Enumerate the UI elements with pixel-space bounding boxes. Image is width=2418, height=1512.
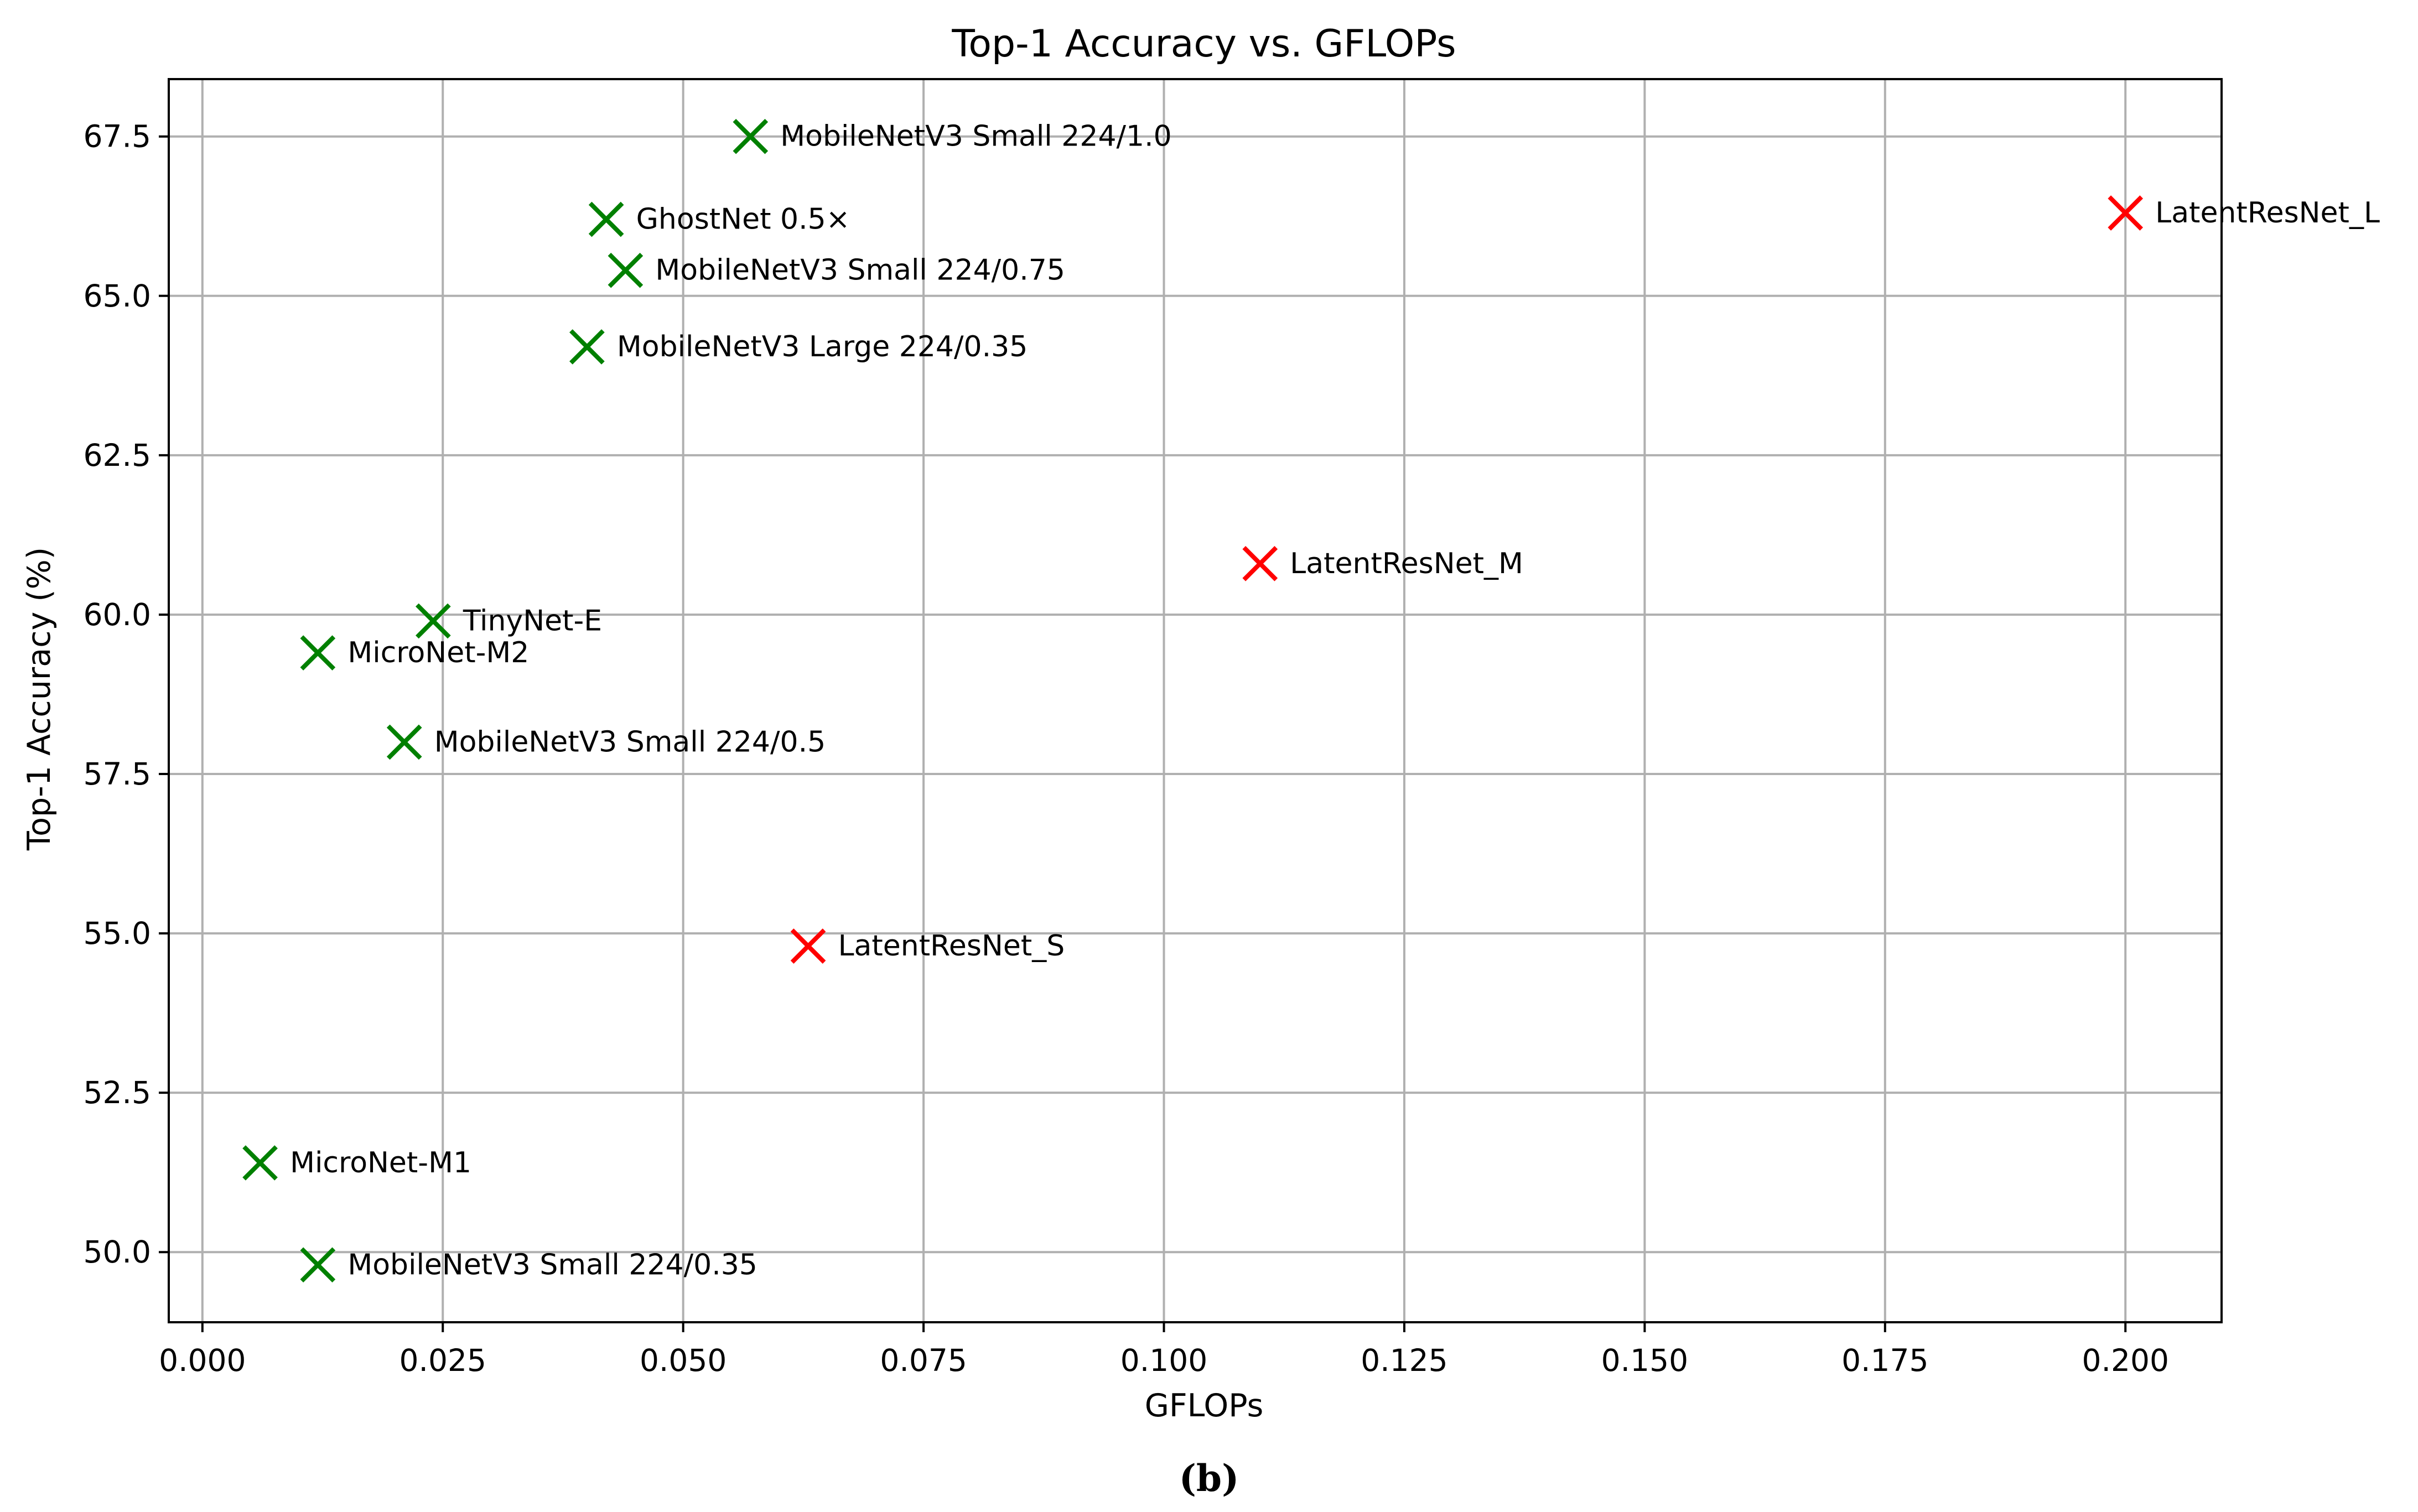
x-tick-label: 0.075: [880, 1343, 967, 1378]
data-point-label: TinyNet-E: [463, 604, 602, 637]
x-tick-label: 0.100: [1120, 1343, 1207, 1378]
data-point-label: MobileNetV3 Small 224/1.0: [780, 120, 1171, 153]
x-tick-label: 0.000: [159, 1343, 246, 1378]
data-point-marker: [300, 635, 336, 671]
y-tick-label: 60.0: [84, 597, 151, 632]
data-point-label: MobileNetV3 Large 224/0.35: [617, 330, 1028, 363]
x-axis-ticks: 0.000 0.025 0.050 0.075 0.100 0.125 0.150 0.175…: [159, 1322, 2169, 1378]
data-point-marker: [416, 603, 451, 639]
data-point-label: MobileNetV3 Small 224/0.75: [655, 254, 1065, 287]
x-tick-label: 0.150: [1601, 1343, 1688, 1378]
x-tick-label: 0.200: [2082, 1343, 2168, 1378]
x-tick-label: 0.175: [1841, 1343, 1928, 1378]
data-point-marker: [300, 1247, 336, 1283]
y-tick-label: 57.5: [84, 756, 151, 792]
x-axis-label: GFLOPs: [1145, 1388, 1264, 1424]
grid-lines: [169, 79, 2222, 1322]
y-axis-ticks: 50.0 52.5 55.0 57.5 60.0 62.5 65.0 67.5: [84, 119, 169, 1270]
data-point-marker: [790, 928, 826, 964]
x-tick-label: 0.125: [1361, 1343, 1447, 1378]
x-tick-label: 0.025: [399, 1343, 486, 1378]
y-tick-label: 52.5: [84, 1075, 151, 1110]
data-point-marker: [386, 724, 422, 760]
data-point-label: LatentResNet_S: [838, 929, 1065, 963]
data-point-label: GhostNet 0.5×: [636, 203, 850, 236]
data-point-marker: [2108, 195, 2144, 231]
data-point-marker: [1242, 545, 1278, 581]
y-tick-label: 65.0: [84, 278, 151, 314]
data-point-label: LatentResNet_L: [2155, 196, 2380, 230]
data-point-marker: [733, 118, 769, 154]
y-tick-label: 62.5: [84, 438, 151, 473]
y-tick-label: 67.5: [84, 119, 151, 154]
data-point-label: MobileNetV3 Small 224/0.5: [434, 725, 826, 758]
chart-title: Top-1 Accuracy vs. GFLOPs: [951, 22, 1456, 66]
data-point-marker: [608, 252, 644, 288]
figure-caption: (b): [1179, 1457, 1239, 1500]
data-point-marker: [569, 329, 605, 365]
data-points: MobileNetV3 Small 224/1.0 GhostNet 0.5× Mo…: [242, 118, 2380, 1283]
plot-frame: [168, 78, 2223, 1323]
y-tick-label: 50.0: [84, 1234, 151, 1270]
y-axis-label: Top-1 Accuracy (%): [21, 547, 58, 851]
y-tick-label: 55.0: [84, 916, 151, 951]
data-point-label: LatentResNet_M: [1290, 547, 1523, 580]
data-point-marker: [588, 201, 624, 237]
data-point-label: MicroNet-M1: [290, 1146, 471, 1180]
x-tick-label: 0.050: [640, 1343, 727, 1378]
data-point-label: MicroNet-M2: [347, 636, 529, 669]
data-point-label: MobileNetV3 Small 224/0.35: [347, 1248, 757, 1281]
data-point-marker: [242, 1145, 278, 1181]
